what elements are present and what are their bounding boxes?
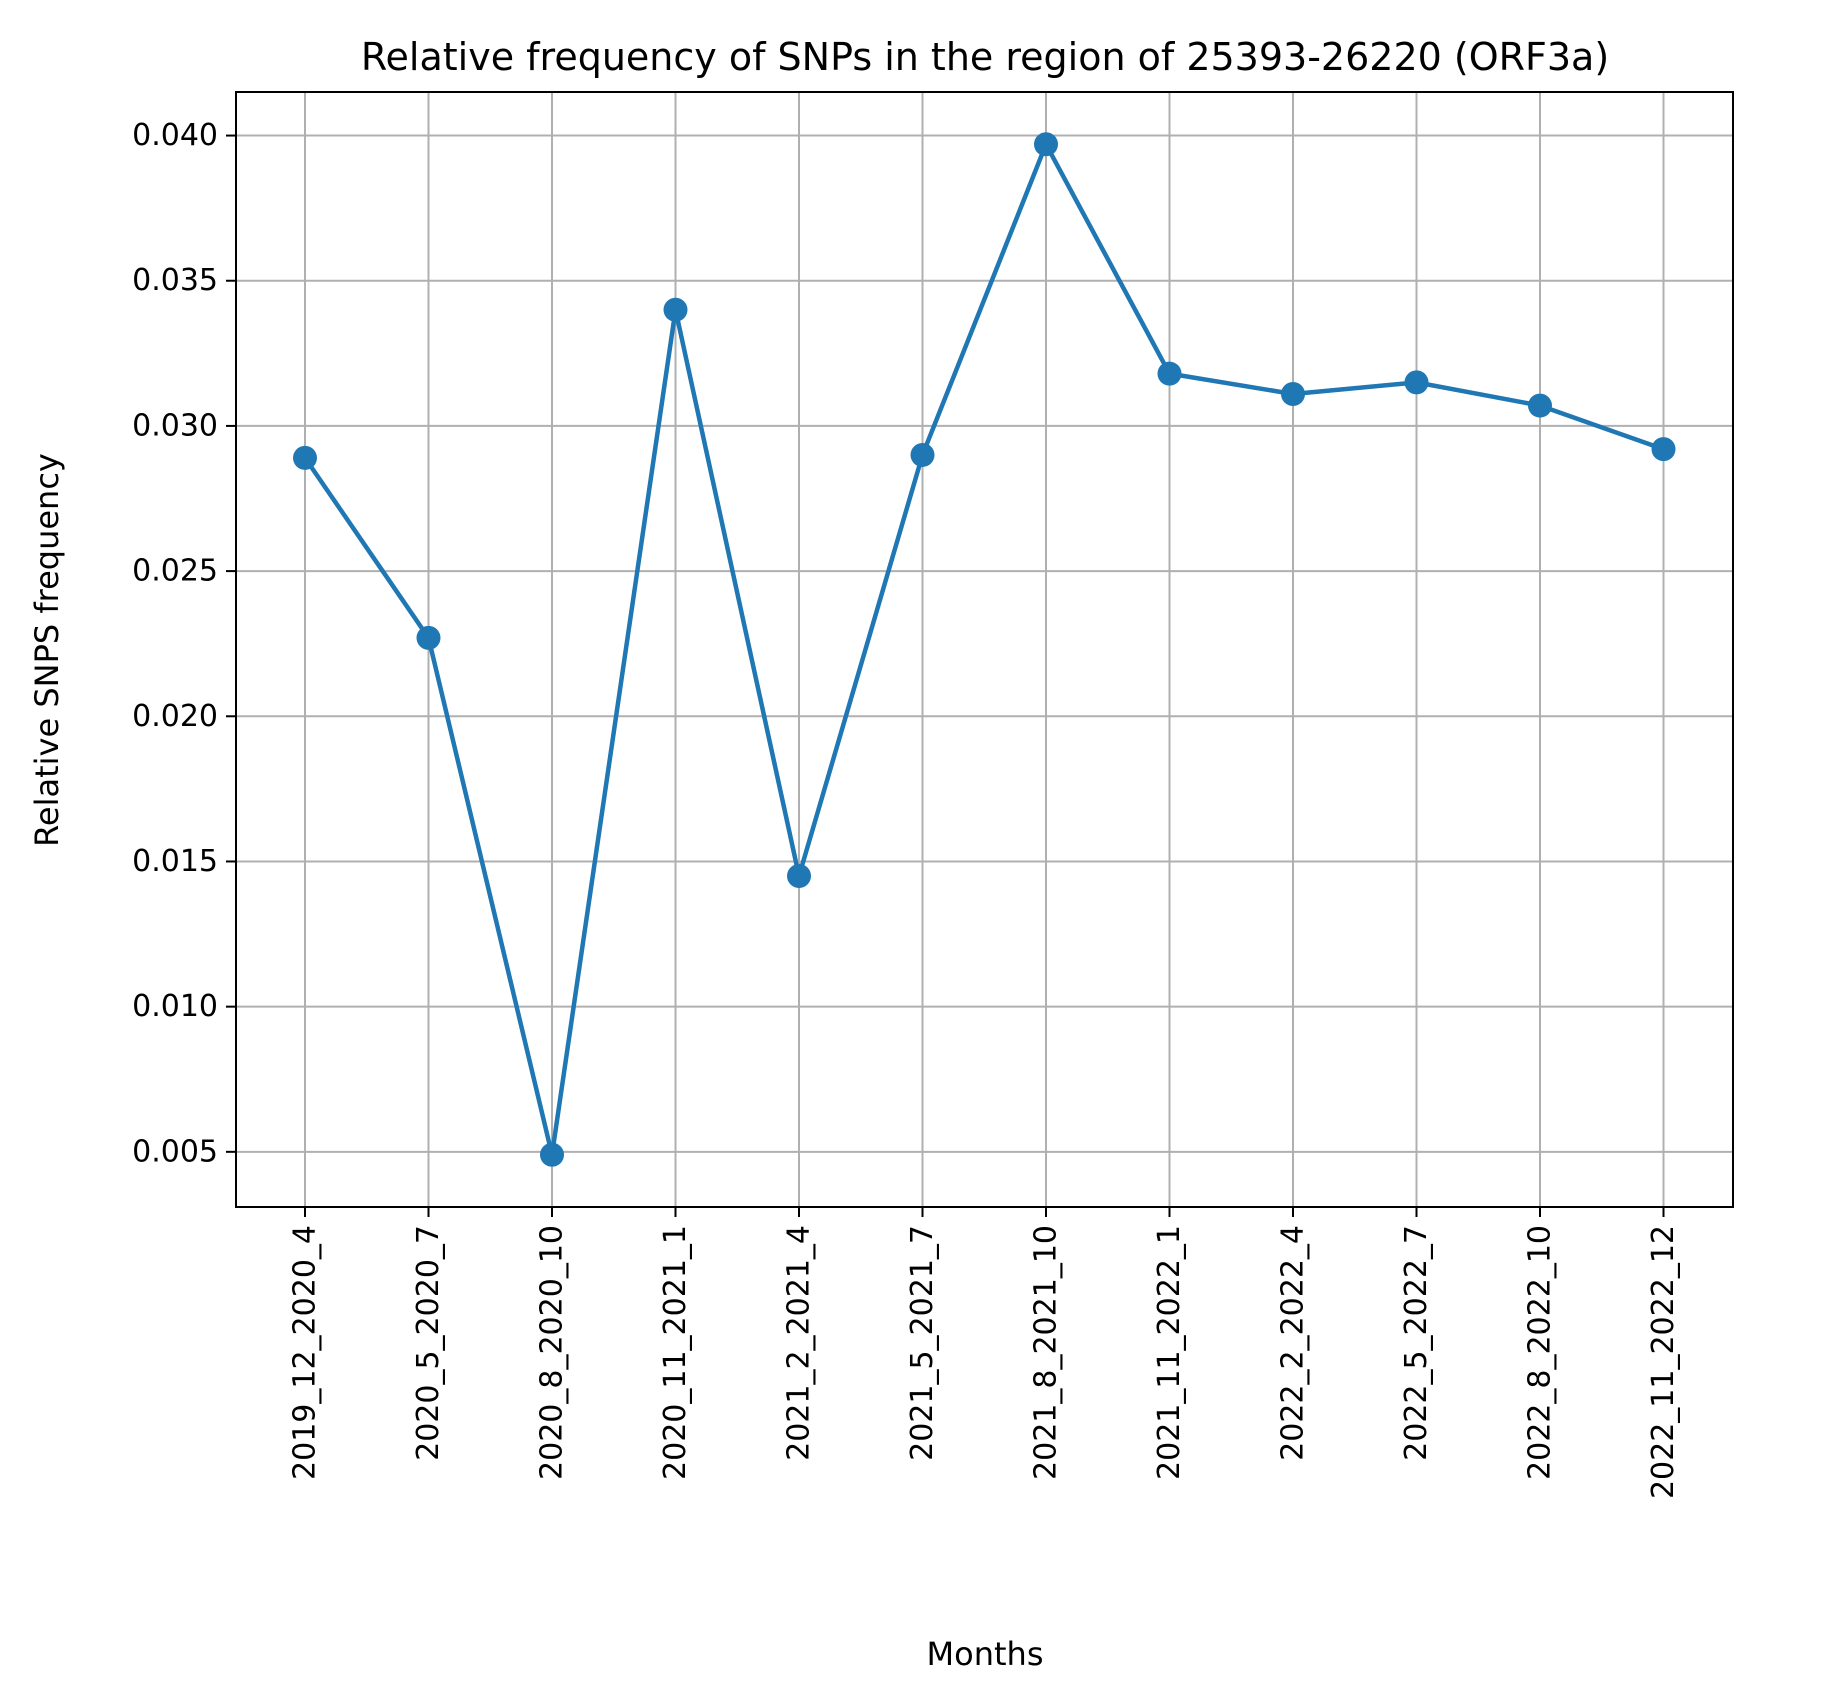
tick-layer: 2019_12_2020_4 2020_5_2020_7 2020_8_2020_1… (132, 118, 1681, 1499)
plot-frame (235, 91, 1734, 1208)
data-point (1528, 393, 1552, 418)
chart-title: Relative frequency of SNPs in the region… (361, 35, 1609, 79)
y-axis-label: Relative SNPS frequency (28, 453, 66, 847)
y-tick-label: 0.035 (132, 263, 218, 298)
data-point (910, 442, 935, 467)
data-point (540, 1142, 564, 1167)
x-tick-label: 2021_5_2021_7 (905, 1225, 940, 1461)
y-tick-label: 0.040 (132, 118, 218, 153)
x-axis-label: Months (927, 1635, 1044, 1673)
y-tick-label: 0.015 (132, 844, 218, 879)
x-tick-label: 2022_5_2022_7 (1399, 1225, 1434, 1461)
data-point (1281, 381, 1305, 406)
data-point (1034, 132, 1058, 157)
x-tick-label: 2020_8_2020_10 (535, 1225, 570, 1480)
x-tick-label: 2022_8_2022_10 (1523, 1225, 1558, 1480)
x-tick-label: 2020_11_2021_1 (658, 1225, 693, 1480)
x-tick-label: 2022_2_2022_4 (1276, 1225, 1311, 1461)
data-point (293, 445, 317, 470)
series-layer (293, 132, 1676, 1167)
x-tick-label: 2022_11_2022_12 (1646, 1225, 1681, 1499)
data-point (1651, 437, 1676, 462)
series-line (303, 142, 1665, 1157)
data-point (416, 625, 441, 650)
y-tick-label: 0.010 (132, 989, 218, 1024)
data-point (1404, 370, 1429, 395)
data-point (663, 297, 688, 322)
y-tick-label: 0.025 (132, 554, 218, 589)
x-tick-label: 2021_2_2021_4 (782, 1225, 817, 1461)
y-tick-label: 0.020 (132, 699, 218, 734)
data-point (1157, 361, 1182, 386)
y-tick-label: 0.030 (132, 408, 218, 443)
data-point (787, 863, 811, 888)
x-tick-label: 2020_5_2020_7 (411, 1225, 446, 1461)
x-tick-label: 2021_11_2022_1 (1152, 1225, 1187, 1480)
x-tick-label: 2019_12_2020_4 (288, 1225, 323, 1480)
y-tick-label: 0.005 (132, 1134, 218, 1169)
x-tick-label: 2021_8_2021_10 (1029, 1225, 1064, 1480)
grid (236, 92, 1733, 1207)
